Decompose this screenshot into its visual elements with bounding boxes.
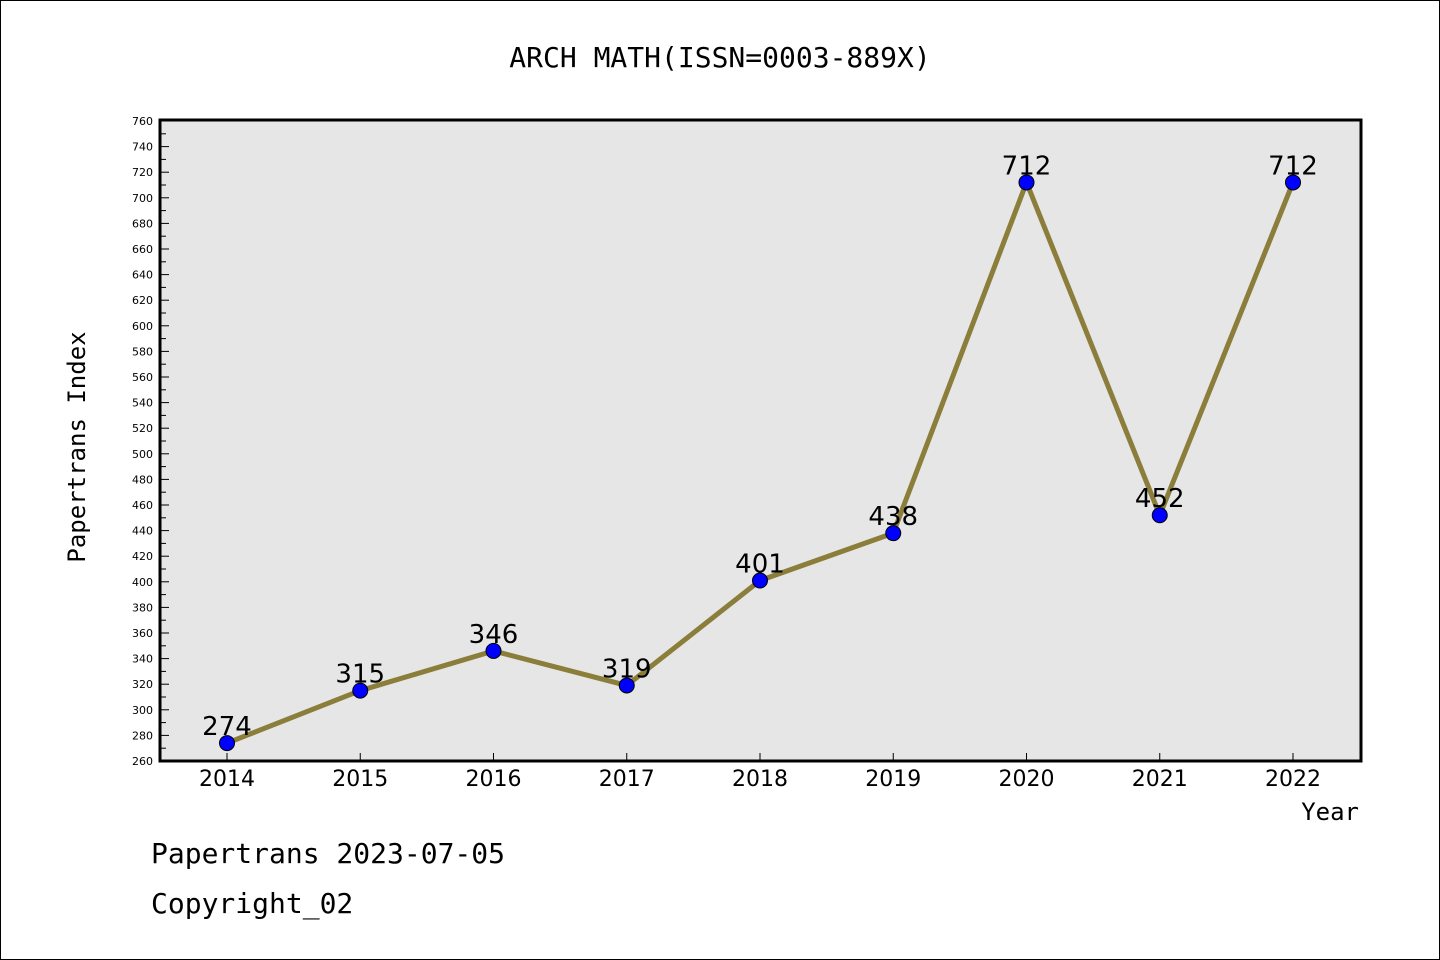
plot-area — [160, 120, 1361, 761]
data-point — [1018, 174, 1035, 191]
y-tick-label: 360 — [132, 627, 153, 640]
y-tick-label: 320 — [132, 678, 153, 691]
x-tick-label: 2021 — [1132, 767, 1188, 792]
plot-frame — [158, 118, 1363, 763]
data-point — [352, 682, 369, 699]
data-point — [1285, 174, 1301, 191]
y-tick-label: 280 — [132, 729, 153, 742]
data-point — [485, 642, 502, 659]
x-tick-label: 2017 — [599, 767, 655, 792]
y-tick-label: 260 — [132, 755, 153, 768]
x-tick-label: 2020 — [999, 767, 1055, 792]
y-tick-label: 740 — [132, 141, 153, 154]
y-tick-label: 540 — [132, 397, 153, 410]
data-point — [618, 677, 635, 694]
y-tick-label: 420 — [132, 550, 153, 563]
y-tick-label: 500 — [132, 448, 153, 461]
y-tick-label: 440 — [132, 525, 153, 538]
data-label: 712 — [1268, 151, 1318, 181]
y-tick-label: 480 — [132, 473, 153, 486]
data-point — [1151, 507, 1168, 524]
data-label: 319 — [602, 654, 652, 684]
chart-title: ARCH MATH(ISSN=0003-889X) — [509, 41, 930, 74]
data-series: 274 315 346 319 401 438 712 452 712 — [202, 151, 1318, 752]
y-tick-label: 700 — [132, 192, 153, 205]
y-tick-label: 580 — [132, 345, 153, 358]
footer-date: Papertrans 2023-07-05 — [151, 837, 506, 870]
data-label: 452 — [1135, 484, 1185, 514]
y-tick-label: 400 — [132, 576, 153, 589]
data-label: 346 — [469, 620, 519, 650]
x-axis: 2014 2015 2016 2017 2018 2019 2020 2021 2022 — [199, 753, 1321, 792]
y-tick-label: 680 — [132, 217, 153, 230]
y-tick-label: 720 — [132, 166, 153, 179]
y-axis-title: Papertrans Index — [63, 331, 91, 562]
y-axis: 260 280 300 320 340 360 380 400 420 440 460 480 500 5… — [132, 115, 169, 768]
data-label: 274 — [202, 712, 252, 742]
x-tick-label: 2014 — [199, 767, 255, 792]
data-label: 712 — [1002, 151, 1052, 181]
x-tick-label: 2016 — [466, 767, 522, 792]
x-tick-label: 2015 — [332, 767, 388, 792]
y-tick-label: 380 — [132, 601, 153, 614]
y-tick-label: 620 — [132, 294, 153, 307]
x-tick-label: 2019 — [865, 767, 921, 792]
y-tick-label: 760 — [132, 115, 153, 128]
x-tick-label: 2018 — [732, 767, 788, 792]
y-tick-label: 520 — [132, 422, 153, 435]
footer-copyright: Copyright_02 — [151, 887, 354, 920]
data-label: 315 — [335, 660, 385, 690]
x-axis-title: Year — [1301, 798, 1359, 826]
y-tick-label: 560 — [132, 371, 153, 384]
y-tick-label: 340 — [132, 653, 153, 666]
y-tick-label: 660 — [132, 243, 153, 256]
data-point — [752, 572, 768, 589]
y-tick-label: 300 — [132, 704, 153, 717]
y-tick-label: 640 — [132, 269, 153, 282]
data-label: 401 — [735, 550, 785, 580]
y-tick-label: 600 — [132, 320, 153, 333]
y-tick-label: 460 — [132, 499, 153, 512]
data-label: 438 — [868, 502, 918, 532]
data-point — [885, 525, 902, 542]
x-tick-label: 2022 — [1265, 767, 1321, 792]
data-point — [219, 735, 235, 752]
